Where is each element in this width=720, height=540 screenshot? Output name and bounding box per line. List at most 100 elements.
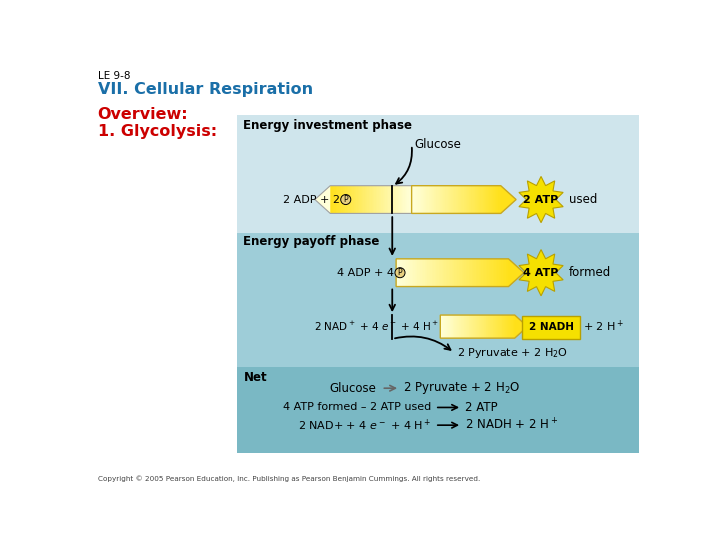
Polygon shape	[408, 259, 409, 287]
Polygon shape	[463, 259, 464, 287]
Text: Energy payoff phase: Energy payoff phase	[243, 235, 380, 248]
Polygon shape	[488, 186, 490, 213]
Text: Glucose: Glucose	[330, 382, 377, 395]
Polygon shape	[493, 315, 494, 338]
Polygon shape	[437, 259, 438, 287]
Polygon shape	[409, 186, 410, 213]
Polygon shape	[347, 186, 348, 213]
Polygon shape	[504, 259, 505, 287]
Polygon shape	[459, 259, 460, 287]
Polygon shape	[472, 186, 474, 213]
Polygon shape	[380, 186, 382, 213]
Polygon shape	[416, 259, 418, 287]
Polygon shape	[463, 315, 464, 338]
Polygon shape	[487, 259, 489, 287]
Polygon shape	[364, 186, 365, 213]
Polygon shape	[500, 315, 502, 338]
Polygon shape	[341, 186, 343, 213]
Polygon shape	[464, 315, 465, 338]
Polygon shape	[479, 259, 480, 287]
Polygon shape	[370, 186, 372, 213]
Polygon shape	[448, 315, 449, 338]
Polygon shape	[388, 186, 390, 213]
Polygon shape	[402, 259, 403, 287]
Text: 2 NAD+ + 4 $e^-$ + 4 H$^+$: 2 NAD+ + 4 $e^-$ + 4 H$^+$	[298, 417, 431, 433]
Text: 2 Pyruvate + 2 H$_2$O: 2 Pyruvate + 2 H$_2$O	[403, 380, 521, 396]
Polygon shape	[412, 186, 413, 213]
Text: 4 ADP + 4: 4 ADP + 4	[337, 268, 394, 278]
Polygon shape	[474, 315, 475, 338]
Text: LE 9-8: LE 9-8	[98, 71, 130, 81]
Polygon shape	[366, 186, 367, 213]
Polygon shape	[494, 259, 495, 287]
Polygon shape	[413, 259, 415, 287]
Polygon shape	[447, 259, 449, 287]
Text: Overview:: Overview:	[98, 107, 189, 122]
Polygon shape	[449, 186, 450, 213]
Polygon shape	[505, 315, 506, 338]
Polygon shape	[511, 315, 512, 338]
Polygon shape	[396, 259, 397, 287]
Polygon shape	[482, 315, 484, 338]
Polygon shape	[488, 315, 490, 338]
Polygon shape	[484, 186, 485, 213]
Polygon shape	[450, 315, 451, 338]
Polygon shape	[461, 315, 462, 338]
Polygon shape	[490, 259, 492, 287]
Polygon shape	[416, 186, 418, 213]
Polygon shape	[519, 177, 563, 222]
Polygon shape	[452, 186, 454, 213]
Text: Net: Net	[243, 372, 267, 384]
Polygon shape	[514, 315, 515, 338]
Polygon shape	[493, 186, 494, 213]
Polygon shape	[479, 315, 480, 338]
Polygon shape	[403, 259, 405, 287]
Polygon shape	[348, 186, 349, 213]
Polygon shape	[387, 186, 388, 213]
Polygon shape	[359, 186, 361, 213]
Polygon shape	[492, 259, 493, 287]
Polygon shape	[424, 186, 426, 213]
Polygon shape	[506, 315, 507, 338]
Polygon shape	[432, 259, 433, 287]
Polygon shape	[402, 186, 403, 213]
Text: 2 ADP + 2: 2 ADP + 2	[282, 194, 340, 205]
Polygon shape	[487, 315, 488, 338]
Polygon shape	[443, 259, 444, 287]
Polygon shape	[351, 186, 352, 213]
Polygon shape	[512, 315, 513, 338]
FancyBboxPatch shape	[523, 316, 580, 339]
Polygon shape	[476, 315, 477, 338]
Polygon shape	[423, 259, 425, 287]
Polygon shape	[498, 186, 500, 213]
Polygon shape	[467, 186, 468, 213]
Polygon shape	[466, 186, 467, 213]
Polygon shape	[477, 186, 478, 213]
Polygon shape	[431, 186, 432, 213]
Polygon shape	[482, 259, 483, 287]
Polygon shape	[450, 259, 451, 287]
Polygon shape	[382, 186, 384, 213]
Polygon shape	[420, 186, 422, 213]
Polygon shape	[467, 315, 469, 338]
Polygon shape	[406, 259, 408, 287]
Polygon shape	[483, 259, 485, 287]
Polygon shape	[433, 186, 434, 213]
Polygon shape	[413, 186, 414, 213]
Polygon shape	[451, 259, 453, 287]
Polygon shape	[441, 259, 443, 287]
Polygon shape	[468, 186, 469, 213]
Polygon shape	[469, 186, 470, 213]
Polygon shape	[500, 186, 516, 213]
Polygon shape	[374, 186, 376, 213]
Polygon shape	[462, 186, 464, 213]
Polygon shape	[466, 259, 467, 287]
Polygon shape	[430, 186, 431, 213]
Polygon shape	[474, 259, 476, 287]
Polygon shape	[453, 315, 454, 338]
Polygon shape	[392, 186, 394, 213]
Polygon shape	[436, 186, 438, 213]
Polygon shape	[491, 315, 492, 338]
Polygon shape	[414, 186, 415, 213]
Text: formed: formed	[569, 266, 611, 279]
